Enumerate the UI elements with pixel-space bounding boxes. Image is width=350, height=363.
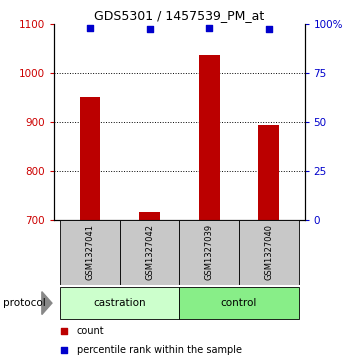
Text: control: control [221, 298, 257, 308]
Bar [60, 287, 179, 319]
Bar [139, 212, 160, 220]
Title: GDS5301 / 1457539_PM_at: GDS5301 / 1457539_PM_at [94, 9, 265, 23]
Text: GSM1327042: GSM1327042 [145, 224, 154, 280]
Bar [258, 125, 279, 220]
Text: percentile rank within the sample: percentile rank within the sample [77, 345, 242, 355]
Bar [179, 287, 299, 319]
Polygon shape [42, 292, 52, 314]
Bar [179, 220, 239, 285]
Text: castration: castration [93, 298, 146, 308]
Point [147, 26, 152, 32]
Text: protocol: protocol [4, 298, 46, 308]
Bar [239, 220, 299, 285]
Point [266, 26, 272, 32]
Bar [120, 220, 179, 285]
Bar [79, 97, 100, 220]
Text: GSM1327041: GSM1327041 [85, 224, 94, 280]
Point [62, 347, 67, 353]
Point [206, 25, 212, 30]
Text: count: count [77, 326, 104, 336]
Bar [60, 220, 120, 285]
Text: GSM1327040: GSM1327040 [264, 224, 273, 280]
Bar [199, 56, 219, 220]
Point [62, 328, 67, 334]
Point [87, 25, 93, 30]
Text: GSM1327039: GSM1327039 [205, 224, 214, 280]
